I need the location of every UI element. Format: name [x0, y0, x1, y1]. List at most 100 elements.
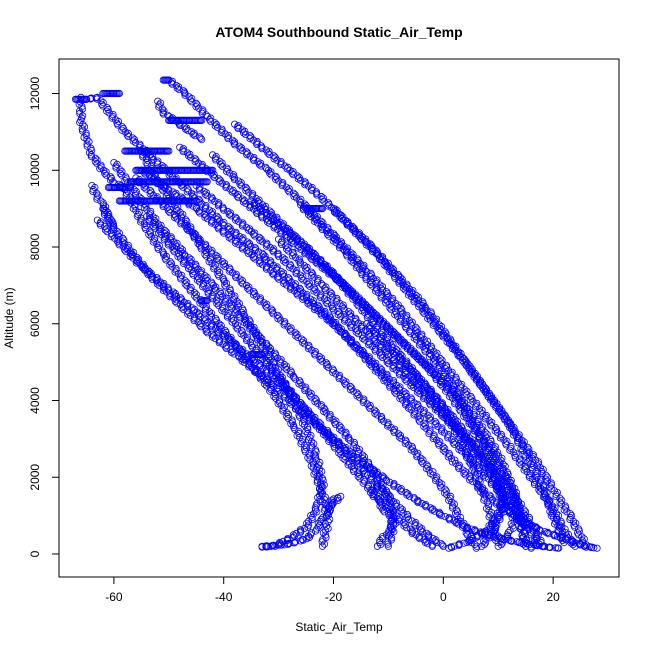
- data-point: [220, 277, 229, 286]
- data-point: [448, 458, 456, 466]
- y-tick-label: 8000: [28, 233, 42, 260]
- data-point: [304, 523, 312, 531]
- data-point: [279, 407, 287, 415]
- data-point: [372, 328, 380, 336]
- data-point: [382, 341, 391, 349]
- data-point: [280, 321, 288, 329]
- data-point: [182, 125, 190, 133]
- data-point: [162, 252, 171, 260]
- data-point: [239, 346, 247, 354]
- data-point: [318, 225, 326, 234]
- data-point: [207, 313, 215, 321]
- data-point: [177, 220, 185, 228]
- data-point: [250, 156, 258, 164]
- data-point: [315, 425, 323, 434]
- data-point: [557, 500, 565, 508]
- data-point: [140, 220, 148, 228]
- data-point: [236, 180, 244, 188]
- data-point: [290, 392, 299, 400]
- data-point: [255, 161, 264, 169]
- x-tick-label: 0: [440, 590, 447, 604]
- data-point: [129, 137, 137, 145]
- data-point: [428, 542, 436, 550]
- data-point: [397, 434, 405, 443]
- data-point: [278, 182, 286, 190]
- data-point: [401, 370, 410, 378]
- data-point: [339, 301, 347, 309]
- data-point: [448, 543, 456, 552]
- data-point: [352, 328, 360, 336]
- data-point: [384, 538, 392, 546]
- data-point: [389, 349, 398, 357]
- data-point: [217, 128, 226, 136]
- data-point: [303, 263, 311, 271]
- data-point: [332, 298, 340, 306]
- data-point: [463, 448, 471, 456]
- data-point: [221, 262, 229, 270]
- data-point: [297, 439, 305, 448]
- data-point: [284, 247, 292, 255]
- data-point: [490, 517, 498, 525]
- data-point: [284, 410, 293, 419]
- data-point: [297, 274, 306, 282]
- data-point: [261, 252, 269, 260]
- data-point: [326, 291, 334, 299]
- data-point: [99, 201, 107, 209]
- data-point: [471, 474, 479, 482]
- data-point: [311, 348, 319, 356]
- data-point: [170, 248, 178, 256]
- data-point: [245, 283, 253, 291]
- data-point: [268, 308, 276, 316]
- data-point: [97, 197, 105, 205]
- data-point: [245, 361, 254, 369]
- data-point: [481, 529, 489, 537]
- data-point: [267, 305, 275, 313]
- data-point: [406, 326, 414, 334]
- data-point: [251, 229, 259, 237]
- data-point: [233, 307, 241, 315]
- data-point: [291, 375, 299, 383]
- data-point: [359, 334, 367, 342]
- data-point: [281, 364, 289, 372]
- data-point: [108, 114, 116, 122]
- data-point: [270, 389, 278, 397]
- data-point: [306, 452, 314, 460]
- data-point: [208, 208, 216, 216]
- data-point: [472, 441, 480, 449]
- data-point: [307, 393, 315, 401]
- data-point: [116, 166, 124, 174]
- data-point: [306, 414, 314, 422]
- data-point: [481, 415, 489, 423]
- data-point: [399, 509, 407, 517]
- data-point: [331, 444, 339, 452]
- data-point: [303, 519, 311, 527]
- data-point: [486, 534, 494, 542]
- data-point: [215, 325, 223, 334]
- data-point: [397, 487, 406, 495]
- data-point: [462, 529, 470, 537]
- data-point: [291, 405, 300, 413]
- data-point: [287, 324, 295, 332]
- data-point: [340, 306, 348, 314]
- data-point: [320, 427, 328, 435]
- data-point: [224, 131, 233, 140]
- data-point: [93, 189, 101, 197]
- data-point: [386, 478, 394, 486]
- data-point: [357, 324, 366, 332]
- data-point: [443, 409, 451, 417]
- data-point: [347, 320, 356, 328]
- data-point: [96, 221, 105, 229]
- data-point: [168, 242, 176, 251]
- data-point: [342, 381, 350, 389]
- data-point: [413, 452, 421, 461]
- data-point: [380, 489, 389, 497]
- data-point: [232, 323, 240, 331]
- data-point: [480, 537, 488, 545]
- data-point: [445, 376, 453, 384]
- data-point: [296, 528, 305, 536]
- data-point: [113, 160, 121, 168]
- data-point: [336, 425, 344, 433]
- data-point: [238, 328, 247, 336]
- data-point: [201, 190, 209, 198]
